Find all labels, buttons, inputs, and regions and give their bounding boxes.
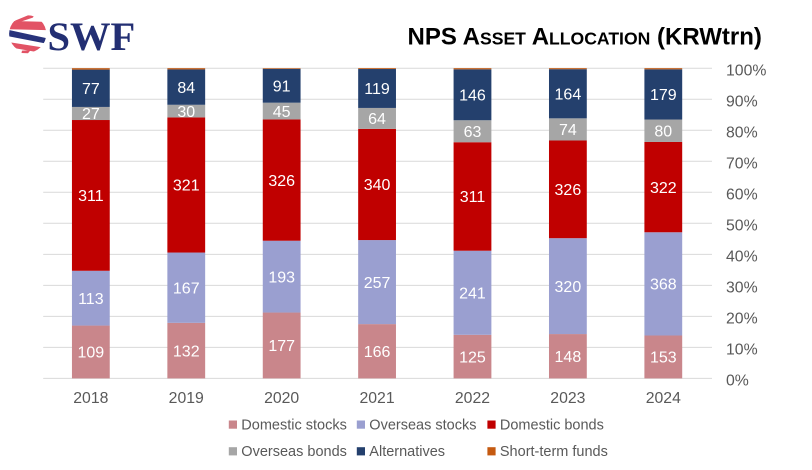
- svg-text:132: 132: [173, 343, 200, 360]
- svg-text:148: 148: [555, 349, 582, 366]
- svg-text:241: 241: [459, 286, 486, 303]
- svg-text:80: 80: [654, 124, 672, 141]
- svg-text:311: 311: [460, 189, 486, 206]
- svg-text:NPS ASSET ALLOCATION (KRWtrn): NPS ASSET ALLOCATION (KRWtrn): [408, 23, 762, 50]
- svg-text:20%: 20%: [726, 310, 758, 327]
- svg-text:77: 77: [82, 81, 100, 98]
- svg-text:177: 177: [268, 338, 295, 355]
- svg-text:125: 125: [459, 349, 486, 366]
- svg-text:63: 63: [464, 124, 482, 141]
- svg-text:2020: 2020: [264, 390, 299, 407]
- svg-text:146: 146: [459, 88, 486, 105]
- svg-text:2019: 2019: [169, 390, 204, 407]
- svg-text:340: 340: [364, 177, 391, 194]
- svg-text:Short-term funds: Short-term funds: [500, 444, 608, 460]
- svg-text:179: 179: [650, 87, 677, 104]
- svg-text:45: 45: [273, 104, 291, 121]
- svg-text:368: 368: [650, 277, 677, 294]
- svg-text:166: 166: [364, 344, 391, 361]
- svg-text:326: 326: [555, 182, 582, 199]
- svg-text:311: 311: [78, 188, 104, 205]
- svg-text:Alternatives: Alternatives: [369, 444, 445, 460]
- svg-text:2022: 2022: [455, 390, 490, 407]
- svg-text:320: 320: [555, 279, 582, 296]
- svg-text:70%: 70%: [726, 155, 758, 172]
- svg-text:SWF: SWF: [48, 14, 136, 59]
- svg-text:Domestic bonds: Domestic bonds: [500, 417, 604, 433]
- svg-text:2023: 2023: [550, 390, 585, 407]
- svg-text:Overseas bonds: Overseas bonds: [241, 444, 347, 460]
- svg-text:2018: 2018: [73, 390, 108, 407]
- svg-text:50%: 50%: [726, 217, 758, 234]
- svg-text:84: 84: [177, 80, 195, 97]
- svg-text:193: 193: [268, 269, 295, 286]
- svg-text:27: 27: [82, 106, 100, 123]
- svg-text:30: 30: [177, 104, 195, 121]
- svg-text:167: 167: [173, 280, 200, 297]
- svg-text:Overseas stocks: Overseas stocks: [369, 417, 476, 433]
- svg-text:80%: 80%: [726, 124, 758, 141]
- svg-text:10%: 10%: [726, 341, 758, 358]
- svg-text:90%: 90%: [726, 93, 758, 110]
- svg-text:164: 164: [555, 87, 582, 104]
- svg-text:60%: 60%: [726, 186, 758, 203]
- svg-text:326: 326: [268, 173, 295, 190]
- svg-text:2024: 2024: [646, 390, 681, 407]
- svg-text:30%: 30%: [726, 279, 758, 296]
- svg-text:109: 109: [77, 345, 104, 362]
- svg-text:257: 257: [364, 275, 391, 292]
- svg-text:Domestic stocks: Domestic stocks: [241, 417, 347, 433]
- svg-text:321: 321: [173, 178, 200, 195]
- svg-text:40%: 40%: [726, 248, 758, 265]
- svg-text:113: 113: [78, 291, 104, 308]
- svg-text:100%: 100%: [726, 62, 766, 79]
- svg-text:0%: 0%: [726, 372, 749, 389]
- svg-text:153: 153: [650, 350, 677, 367]
- svg-text:2021: 2021: [359, 390, 394, 407]
- svg-text:322: 322: [650, 180, 677, 197]
- svg-text:74: 74: [559, 122, 577, 139]
- svg-text:91: 91: [273, 79, 291, 96]
- svg-text:119: 119: [364, 81, 390, 98]
- svg-text:64: 64: [368, 111, 386, 128]
